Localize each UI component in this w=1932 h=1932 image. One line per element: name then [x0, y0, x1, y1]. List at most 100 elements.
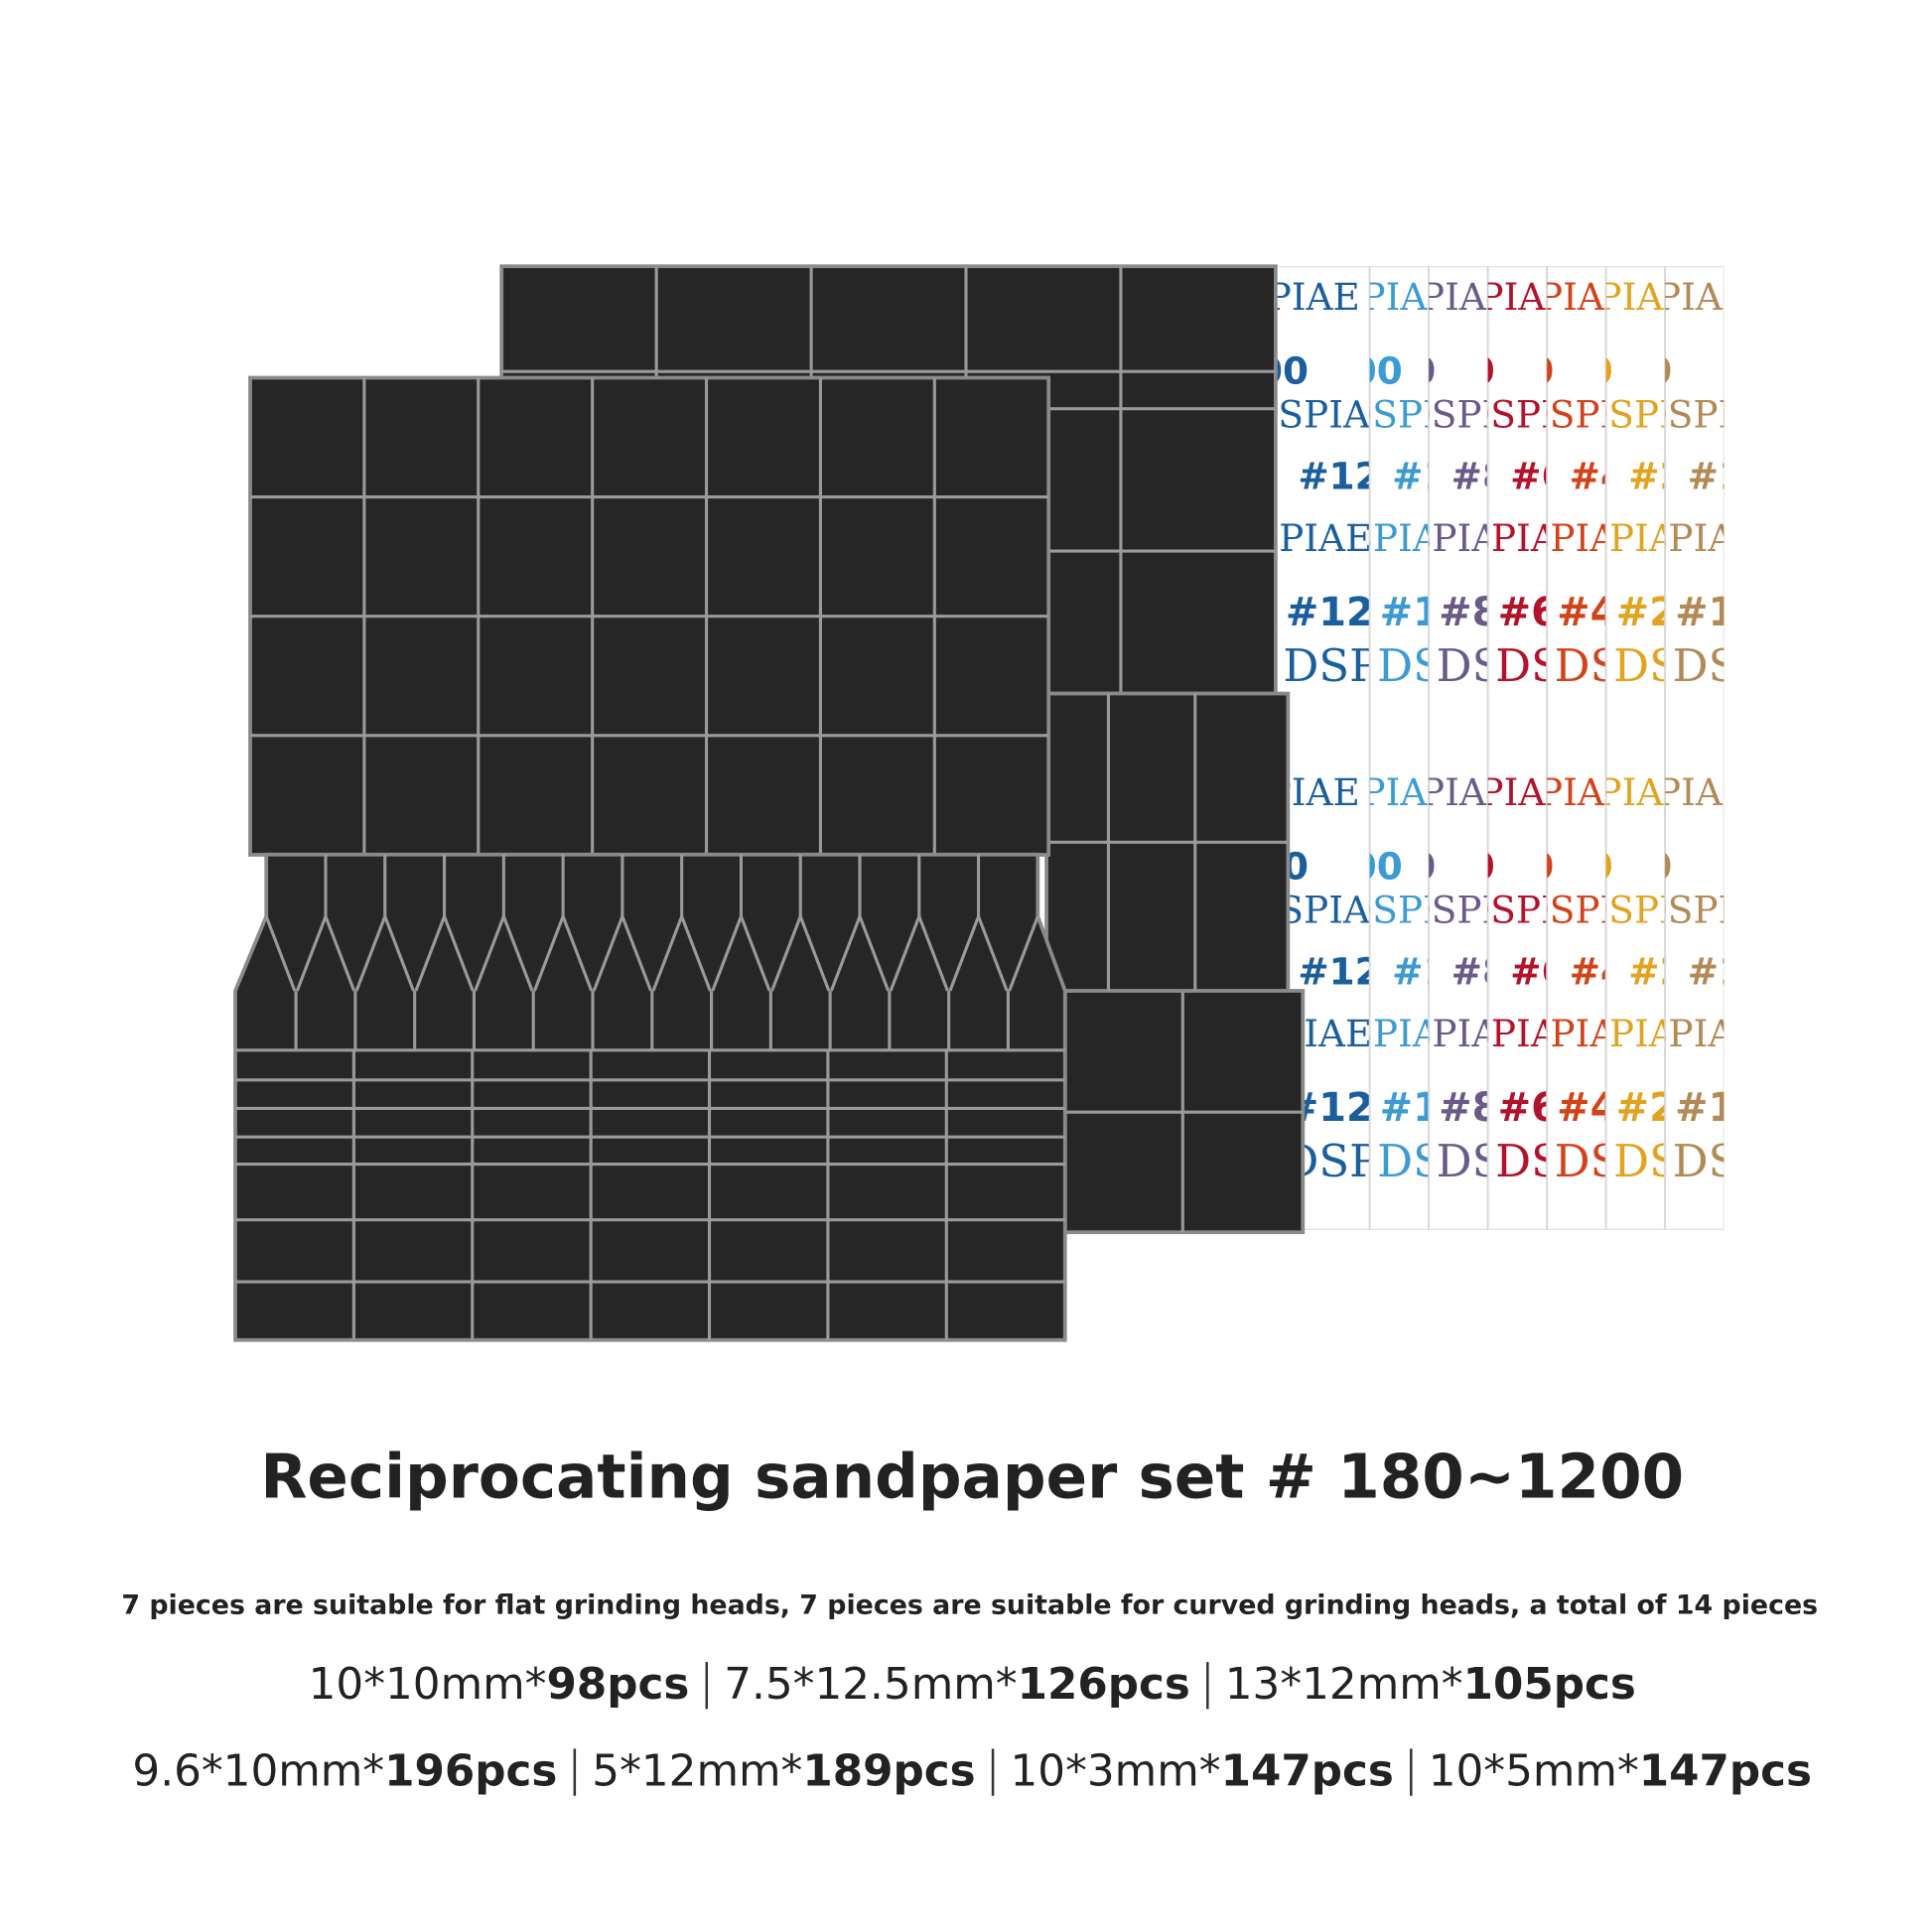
brand-text: DSPIAE: [1424, 770, 1573, 814]
sheet: [233, 852, 1067, 1342]
grit-text: #180: [1675, 590, 1791, 635]
brand-text: DSPIAE: [1317, 516, 1466, 560]
brand-text: DSPIAE: [1342, 888, 1491, 931]
brand-text: DSPIAE: [1437, 1135, 1615, 1187]
spec-count: 126pcs: [1018, 1659, 1190, 1710]
strip-print: DSPIAE#1200DSPIAE#1200DSPIAE#1200DSPIAED…: [1174, 275, 1432, 1187]
grit-text: #240: [1628, 950, 1736, 994]
grit-text: #1200: [1298, 950, 1432, 994]
grit-text: #180: [1564, 349, 1672, 393]
brand-text: DSPIAE: [1364, 275, 1513, 319]
grit-text: #180: [1688, 455, 1796, 498]
brand-text: DSPIAE: [1638, 392, 1787, 436]
spec-count: 98pcs: [546, 1659, 689, 1710]
brand-text: DSPIAE: [1460, 392, 1609, 436]
grit-text: #600: [1498, 1085, 1614, 1131]
grit-text: #400: [1557, 590, 1673, 635]
grit-text: #240: [1616, 590, 1732, 635]
strip-print: DSPIAE#800DSPIAE#800DSPIAE#800DSPIAEDSPI…: [1327, 275, 1615, 1187]
brand-text: DSPIAE: [1673, 1135, 1852, 1187]
brand-text: DSPIAE: [1223, 516, 1372, 560]
spec-count: 147pcs: [1221, 1745, 1394, 1796]
brand-text: DSPIAE: [1613, 516, 1762, 560]
grit-text: #800: [1327, 845, 1436, 889]
grit-text: #240: [1504, 349, 1612, 393]
brand-text: DSPIAE: [1495, 516, 1644, 560]
brand-text: DSPIAE: [1377, 1135, 1556, 1187]
spec-size: 10*3mm*: [1011, 1745, 1221, 1796]
strip-print: DSPIAE#600DSPIAE#600DSPIAE#600DSPIAEDSPI…: [1386, 275, 1674, 1187]
grit-text: #1000: [1392, 455, 1526, 498]
grit-text: #400: [1570, 455, 1678, 498]
brand-text: DSPIAE: [1554, 1012, 1703, 1055]
brand-text: DSPIAE: [1554, 516, 1703, 560]
brand-text: DSPIAE: [1402, 392, 1551, 436]
spec-size: 9.6*10mm*: [132, 1745, 384, 1796]
brand-text: DSPIAE: [1555, 1135, 1733, 1187]
grit-text: #600: [1498, 590, 1614, 635]
brand-text: DSPIAE: [1460, 888, 1609, 931]
strip-print: DSPIAE#180DSPIAE#180DSPIAE#180DSPIAEDSPI…: [1564, 275, 1852, 1187]
cut-line: [680, 915, 743, 992]
spec-size: 7.5*12.5mm*: [724, 1659, 1017, 1710]
brand-text: DSPIAE: [1542, 770, 1691, 814]
grit-text: #180: [1564, 845, 1672, 889]
brand-text: DSPIAE: [1638, 888, 1787, 931]
grit-text: #1000: [1392, 950, 1526, 994]
brand-text: DSPIAE: [1436, 1012, 1585, 1055]
brand-text: DSPIAE: [1600, 275, 1749, 319]
spec-row: 10*10mm* 98pcs 7.5*12.5mm* 126pcs 13*12mm* 10…: [309, 1659, 1636, 1710]
grit-text: #600: [1510, 455, 1618, 498]
grit-text: #1200: [1174, 349, 1309, 393]
cut-line: [561, 915, 624, 992]
cut-line: [501, 915, 565, 992]
strip-bg: [1604, 266, 1667, 1230]
brand-text: DSPIAE: [1555, 639, 1733, 692]
brand-text: DSPIAE: [1211, 275, 1360, 319]
grit-text: #800: [1439, 590, 1555, 635]
cut-line: [621, 915, 684, 992]
spec-count: 105pcs: [1463, 1659, 1636, 1710]
brand-text: DSPIAE: [1436, 516, 1585, 560]
title: Reciprocating sandpaper set # 180~1200: [260, 1443, 1684, 1513]
brand-text: DSPIAE: [1402, 888, 1551, 931]
grit-text: #1000: [1268, 349, 1402, 393]
brand-text: DSPIAE: [1482, 275, 1631, 319]
grit-text: #1000: [1380, 1085, 1524, 1131]
brand-text: DSPIAE: [1613, 1012, 1762, 1055]
specs: 10*10mm* 98pcs 7.5*12.5mm* 126pcs 13*12mm* 10…: [132, 1659, 1812, 1796]
brand-text: DSPIAE: [1495, 639, 1674, 692]
brand-text: DSPIAE: [1306, 275, 1454, 319]
grit-text: #1200: [1286, 590, 1430, 635]
brand-text: DSPIAE: [1600, 770, 1749, 814]
grit-text: #600: [1386, 349, 1494, 393]
brand-text: DSPIAE: [1673, 639, 1852, 692]
brand-text: DSPIAE: [1306, 770, 1454, 814]
spec-size: 5*12mm*: [592, 1745, 802, 1796]
spec-count: 147pcs: [1639, 1745, 1812, 1796]
strip: DSPIAE#240DSPIAE#240DSPIAE#240DSPIAEDSPI…: [1504, 266, 1736, 1230]
grit-text: #1000: [1380, 590, 1524, 635]
strip-bg: [1428, 266, 1489, 1230]
brand-text: DSPIAE: [1248, 392, 1397, 436]
brand-text: DSPIAE: [1377, 639, 1556, 692]
grit-text: #180: [1688, 950, 1796, 994]
spec-row: 9.6*10mm* 196pcs 5*12mm* 189pcs 10*3mm* 147pc…: [132, 1745, 1812, 1796]
cut-line: [739, 915, 802, 992]
spec-count: 196pcs: [384, 1745, 557, 1796]
grit-text: #400: [1557, 1085, 1673, 1131]
brand-text: DSPIAE: [1424, 275, 1573, 319]
brand-text: DSPIAE: [1364, 770, 1513, 814]
grit-text: #800: [1327, 349, 1436, 393]
brand-text: DSPIAE: [1377, 1012, 1526, 1055]
strip-print: DSPIAE#400DSPIAE#400DSPIAE#400DSPIAEDSPI…: [1446, 275, 1733, 1187]
grit-text: #800: [1451, 455, 1560, 498]
strip: DSPIAE#1000DSPIAE#1000DSPIAE#1000DSPIAED…: [1268, 266, 1556, 1230]
strip: DSPIAE#180DSPIAE#180DSPIAE#180DSPIAEDSPI…: [1564, 266, 1852, 1230]
strip-print: DSPIAE#1000DSPIAE#1000DSPIAE#1000DSPIAED…: [1268, 275, 1556, 1187]
grit-text: #400: [1446, 845, 1554, 889]
brand-text: DSPIAE: [1248, 888, 1397, 931]
cut-line: [858, 915, 921, 992]
spec-count: 189pcs: [802, 1745, 975, 1796]
